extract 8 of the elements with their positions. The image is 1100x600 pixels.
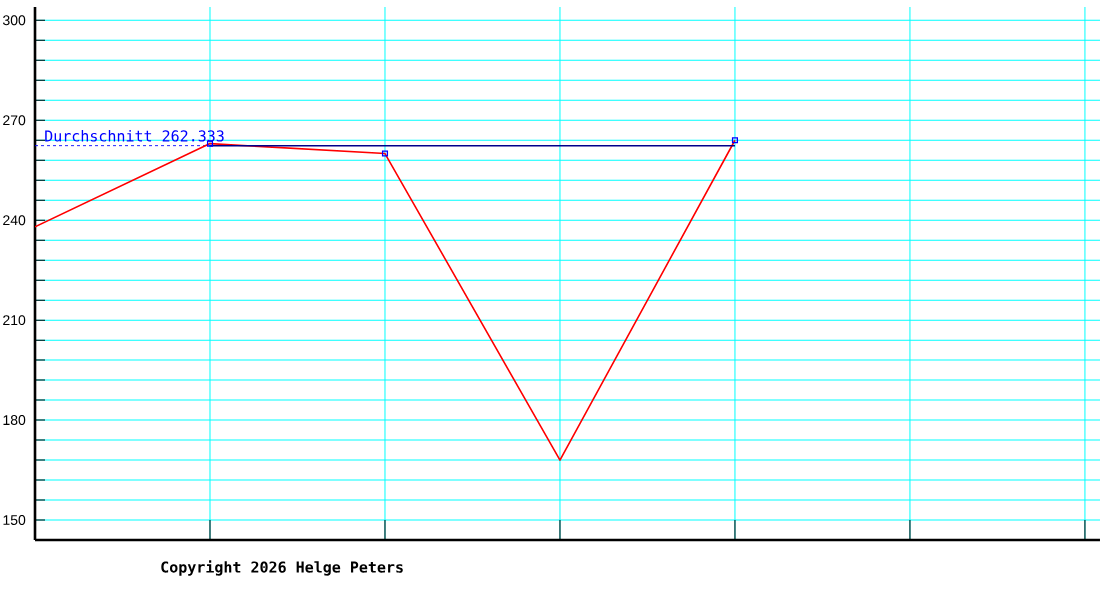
y-tick-label: 150 <box>3 515 26 525</box>
y-tick-label: 270 <box>3 115 26 126</box>
y-tick-label: 300 <box>2 15 26 26</box>
y-tick-label: 240 <box>3 215 26 226</box>
text: Copyright 2026 Helge Peters <box>161 560 403 576</box>
y-tick-label: 180 <box>3 415 26 426</box>
y-tick-label: 210 <box>3 315 26 326</box>
ref-line-label: Durchschnitt 262.333 <box>45 130 224 142</box>
